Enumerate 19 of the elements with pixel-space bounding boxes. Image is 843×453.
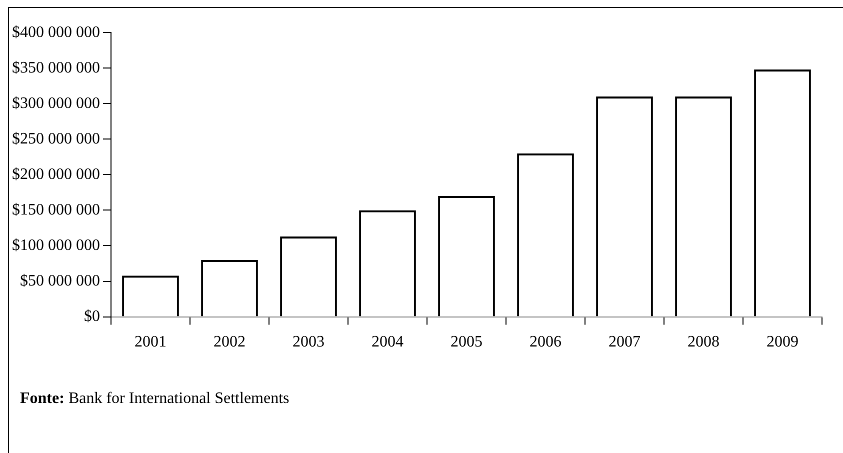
x-tick-label: 2007 (608, 334, 640, 351)
y-tick-label: $300 000 000 (12, 94, 100, 112)
x-tick-label: 2008 (688, 334, 720, 351)
x-tick-label: 2002 (214, 334, 246, 351)
y-tick-label: $0 (84, 308, 100, 326)
source-note: Fonte: Bank for International Settlements (20, 390, 290, 408)
y-tick-label: $350 000 000 (12, 59, 100, 76)
y-tick-label: $250 000 000 (12, 130, 100, 148)
x-tick-label: 2001 (134, 334, 166, 351)
y-tick-label: $100 000 000 (12, 236, 100, 254)
x-tick-label: 2003 (292, 334, 324, 351)
x-tick-label: 2004 (372, 334, 404, 351)
y-tick-label: $200 000 000 (12, 166, 100, 183)
x-tick-label: 2005 (450, 334, 482, 351)
x-tick-label: 2009 (766, 334, 798, 351)
x-tick-label: 2006 (530, 334, 562, 351)
y-tick-label: $50 000 000 (20, 272, 100, 290)
y-tick-label: $150 000 000 (12, 201, 100, 218)
y-tick-label: $400 000 000 (12, 24, 100, 41)
